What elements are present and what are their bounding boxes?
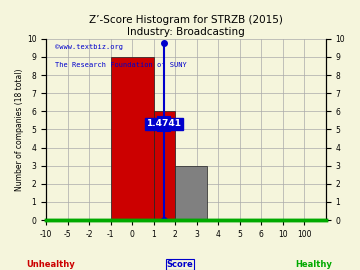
Text: ©www.textbiz.org: ©www.textbiz.org [54, 44, 122, 50]
Title: Z’-Score Histogram for STRZB (2015)
Industry: Broadcasting: Z’-Score Histogram for STRZB (2015) Indu… [89, 15, 283, 37]
Text: Unhealthy: Unhealthy [26, 260, 75, 269]
Text: Healthy: Healthy [295, 260, 332, 269]
Bar [154, 111, 175, 220]
Bar [111, 57, 154, 220]
Y-axis label: Number of companies (18 total): Number of companies (18 total) [15, 68, 24, 191]
Text: The Research Foundation of SUNY: The Research Foundation of SUNY [54, 62, 186, 68]
Text: Score: Score [167, 260, 193, 269]
Text: 1.4741: 1.4741 [146, 120, 181, 129]
Bar [175, 166, 207, 220]
